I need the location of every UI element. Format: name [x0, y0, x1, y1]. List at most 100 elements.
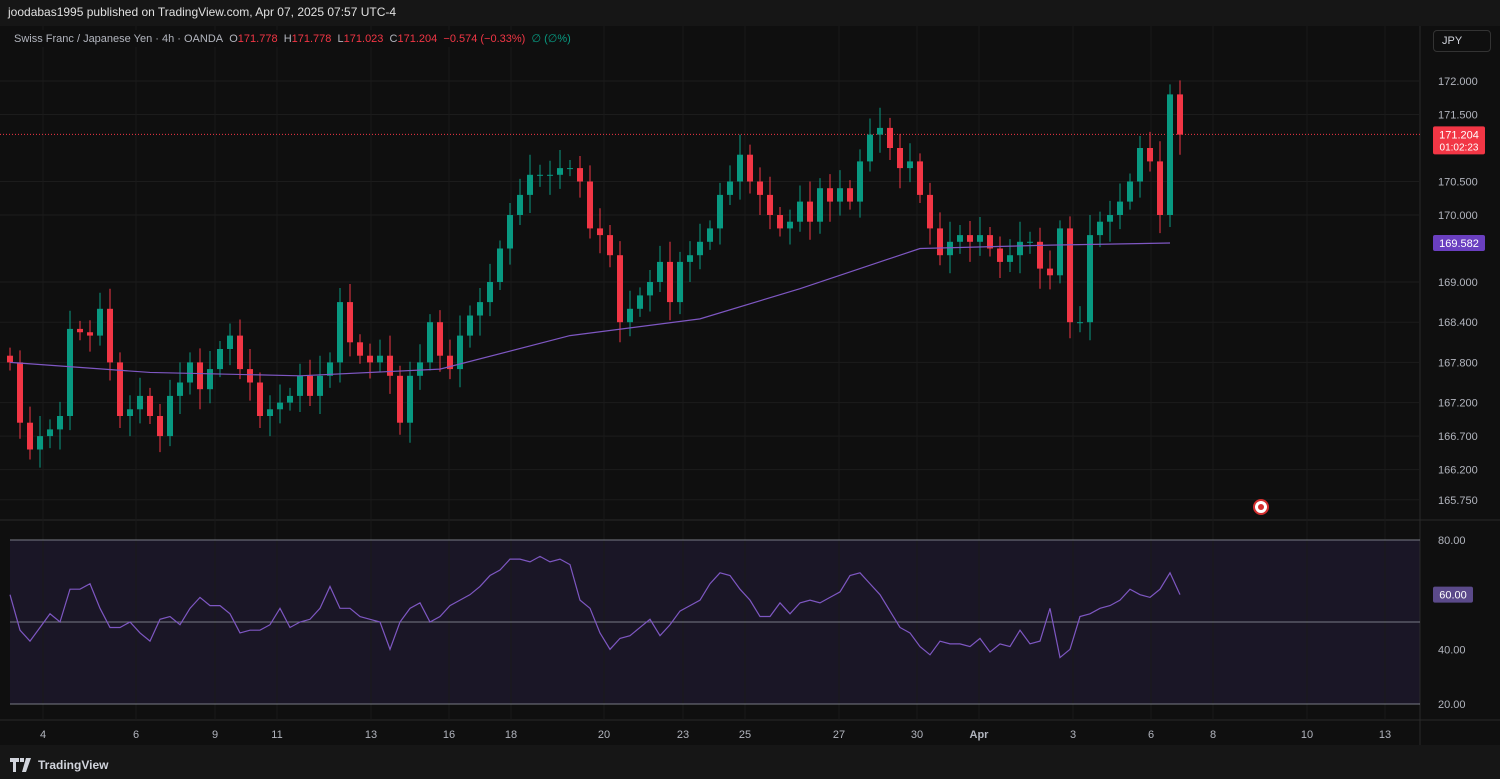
candle-body — [97, 308, 103, 336]
candle — [967, 221, 973, 262]
candle — [1137, 135, 1143, 198]
candle — [817, 178, 823, 234]
candle-body — [1087, 235, 1093, 323]
candle — [37, 416, 43, 468]
candle — [137, 377, 143, 424]
candle — [1127, 173, 1133, 210]
candle-body — [107, 308, 113, 363]
candle — [867, 118, 873, 172]
candle — [227, 323, 233, 366]
candle-body — [87, 332, 93, 336]
candle — [507, 202, 513, 265]
price-tick-label: 170.000 — [1438, 210, 1478, 222]
candle-body — [637, 295, 643, 309]
candle-body — [1067, 228, 1073, 323]
candle-body — [1157, 161, 1163, 215]
candle-body — [427, 322, 433, 363]
rsi-tick-label: 20.00 — [1438, 699, 1466, 711]
price-tick-label: 172.000 — [1438, 76, 1478, 88]
candle — [827, 174, 833, 222]
candle — [197, 348, 203, 410]
candle — [1037, 227, 1043, 289]
candle — [1097, 211, 1103, 248]
candle-body — [257, 382, 263, 416]
candle — [637, 287, 643, 317]
candle — [377, 339, 383, 373]
candle-body — [807, 201, 813, 222]
currency-button[interactable]: JPY — [1433, 30, 1491, 52]
candle — [147, 387, 153, 425]
candle — [417, 344, 423, 390]
candle — [627, 290, 633, 337]
candle — [1077, 306, 1083, 333]
candle-body — [337, 302, 343, 363]
symbol-name[interactable]: Swiss Franc / Japanese Yen · 4h · OANDA — [14, 33, 224, 45]
candle-body — [787, 221, 793, 229]
candle-body — [827, 188, 833, 202]
candle — [887, 117, 893, 161]
candle — [1147, 131, 1153, 172]
candle-body — [917, 161, 923, 195]
low-label: L — [337, 33, 344, 45]
candle — [1017, 221, 1023, 274]
candle — [907, 143, 913, 183]
candle — [307, 359, 313, 406]
candle — [477, 288, 483, 336]
candle — [977, 217, 983, 256]
candle-body — [517, 194, 523, 215]
candle-body — [727, 181, 733, 195]
time-tick-label: 6 — [1148, 729, 1154, 741]
candle-body — [207, 369, 213, 390]
candle — [397, 365, 403, 435]
candle — [317, 355, 323, 414]
candle-body — [757, 181, 763, 195]
candle-body — [717, 194, 723, 229]
candle — [467, 305, 473, 348]
candle-body — [907, 161, 913, 169]
candle — [1167, 84, 1173, 228]
candle — [327, 352, 333, 388]
candle — [727, 165, 733, 205]
candle — [1057, 220, 1063, 284]
open-label: O — [229, 33, 238, 45]
tradingview-logo[interactable]: TradingView — [0, 750, 118, 779]
candle — [1087, 215, 1093, 341]
candle-body — [37, 436, 43, 450]
candle-body — [347, 302, 353, 343]
symbol-legend: Swiss Franc / Japanese Yen · 4h · OANDA … — [8, 30, 577, 47]
price-tick-label: 170.500 — [1438, 177, 1478, 189]
candle-body — [327, 362, 333, 376]
candle-body — [1097, 221, 1103, 236]
last-price-label: 171.204 — [1439, 129, 1479, 141]
candle-body — [157, 416, 163, 437]
last-price-badge — [1433, 126, 1485, 155]
time-tick-label: 4 — [40, 729, 46, 741]
candle — [257, 372, 263, 429]
candle-body — [1007, 255, 1013, 262]
candle-body — [237, 335, 243, 370]
candle — [987, 227, 993, 257]
candle — [177, 362, 183, 414]
candle — [437, 310, 443, 372]
change-value: −0.574 (−0.33%) — [443, 33, 526, 45]
candle-body — [1177, 94, 1183, 135]
candle — [717, 182, 723, 245]
time-tick-label: 11 — [271, 729, 282, 741]
candle — [957, 225, 963, 254]
candle-body — [937, 228, 943, 256]
candle-body — [867, 134, 873, 162]
candle — [587, 165, 593, 239]
candle-body — [317, 375, 323, 396]
candle — [937, 212, 943, 266]
candle-body — [677, 261, 683, 303]
time-tick-label: 27 — [833, 729, 845, 741]
candle-body — [657, 261, 663, 282]
candle — [687, 241, 693, 282]
candle-body — [817, 188, 823, 222]
footer-brand: TradingView — [38, 757, 109, 772]
candle-body — [167, 395, 173, 437]
candle-body — [547, 174, 553, 176]
candle-body — [177, 382, 183, 396]
candle-body — [47, 429, 53, 437]
